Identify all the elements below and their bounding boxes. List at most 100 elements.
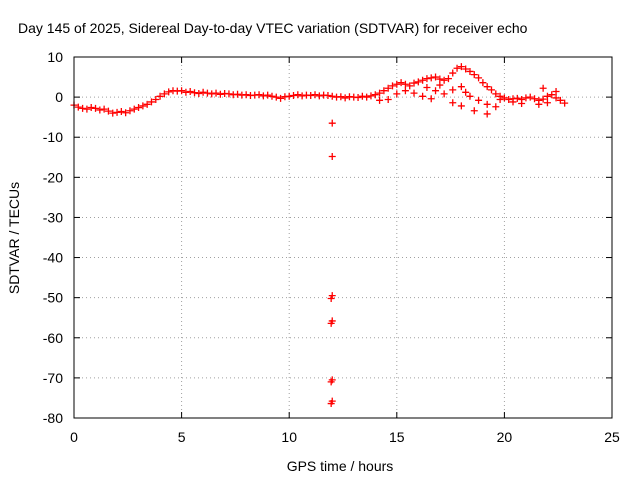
data-point xyxy=(427,74,435,82)
data-point xyxy=(505,96,513,104)
y-tick-label: 10 xyxy=(47,49,63,65)
data-point xyxy=(327,378,335,386)
data-point xyxy=(327,294,335,302)
data-point xyxy=(79,104,87,112)
data-point xyxy=(457,63,465,71)
data-point xyxy=(423,83,431,91)
data-point xyxy=(328,152,336,160)
y-tick-label: -10 xyxy=(43,129,63,145)
data-point xyxy=(268,92,276,100)
data-point xyxy=(376,96,384,104)
y-tick-label: -80 xyxy=(43,410,63,426)
y-tick-label: -50 xyxy=(43,290,63,306)
data-point xyxy=(483,100,491,108)
data-point xyxy=(354,94,362,102)
data-point xyxy=(444,75,452,83)
data-point xyxy=(109,109,117,117)
data-point xyxy=(367,92,375,100)
data-point xyxy=(341,94,349,102)
data-point xyxy=(259,92,267,100)
data-point xyxy=(487,86,495,94)
data-point xyxy=(337,93,345,101)
data-point xyxy=(199,88,207,96)
data-point xyxy=(74,103,82,111)
data-point xyxy=(522,94,530,102)
data-point xyxy=(152,96,160,104)
data-point xyxy=(466,67,474,75)
data-point xyxy=(432,87,440,95)
axis-ticks xyxy=(73,56,613,419)
data-point xyxy=(277,94,285,102)
y-axis-label: SDTVAR / TECUs xyxy=(6,182,22,294)
data-point xyxy=(83,105,91,113)
data-point xyxy=(479,79,487,87)
data-point xyxy=(449,99,457,107)
data-point xyxy=(216,90,224,98)
data-point xyxy=(285,92,293,100)
y-tick-label: -40 xyxy=(43,250,63,266)
y-tick-label: -30 xyxy=(43,209,63,225)
x-tick-label: 10 xyxy=(281,429,297,445)
data-point xyxy=(143,100,151,108)
data-point xyxy=(130,105,138,113)
data-point xyxy=(462,88,470,96)
y-tick-label: 0 xyxy=(55,89,63,105)
data-point xyxy=(100,105,108,113)
data-point xyxy=(135,104,143,112)
data-point xyxy=(543,92,551,100)
data-point xyxy=(328,92,336,100)
y-tick-labels: 10 0 -10 -20 -30 -40 -50 -60 -70 -80 xyxy=(43,49,63,426)
data-point xyxy=(500,94,508,102)
data-point xyxy=(225,90,233,98)
data-point xyxy=(552,87,560,95)
data-point xyxy=(432,73,440,81)
x-axis-label: GPS time / hours xyxy=(287,458,394,474)
data-point xyxy=(397,79,405,87)
data-point xyxy=(242,91,250,99)
data-point xyxy=(96,106,104,114)
x-tick-label: 20 xyxy=(497,429,513,445)
data-point xyxy=(393,90,401,98)
data-point xyxy=(315,92,323,100)
y-tick-label: -70 xyxy=(43,370,63,386)
data-point xyxy=(182,88,190,96)
data-point xyxy=(92,104,100,112)
data-point xyxy=(410,89,418,97)
data-point xyxy=(449,69,457,77)
data-point xyxy=(543,99,551,107)
data-point xyxy=(423,75,431,83)
data-point xyxy=(384,96,392,104)
data-point xyxy=(117,108,125,116)
data-point xyxy=(440,90,448,98)
data-point xyxy=(290,92,298,100)
x-tick-label: 15 xyxy=(389,429,405,445)
data-point xyxy=(518,100,526,108)
data-point xyxy=(535,100,543,108)
data-point xyxy=(414,78,422,86)
data-point xyxy=(453,64,461,72)
data-point xyxy=(470,107,478,115)
x-tick-label: 0 xyxy=(70,429,78,445)
data-point xyxy=(492,90,500,98)
data-point xyxy=(203,89,211,97)
data-point xyxy=(440,76,448,84)
data-point xyxy=(363,93,371,101)
data-point xyxy=(122,109,130,117)
data-point xyxy=(147,98,155,106)
data-point xyxy=(191,89,199,97)
data-point xyxy=(436,75,444,83)
data-point xyxy=(234,90,242,98)
data-point xyxy=(272,93,280,101)
data-point xyxy=(388,82,396,90)
data-point xyxy=(457,83,465,91)
data-point xyxy=(195,90,203,98)
data-point xyxy=(531,95,539,103)
x-tick-labels: 0 5 10 15 20 25 xyxy=(70,429,620,445)
data-point xyxy=(327,319,335,327)
plot-frame xyxy=(73,56,613,419)
y-tick-label: -20 xyxy=(43,169,63,185)
data-point xyxy=(449,86,457,94)
data-point xyxy=(419,76,427,84)
